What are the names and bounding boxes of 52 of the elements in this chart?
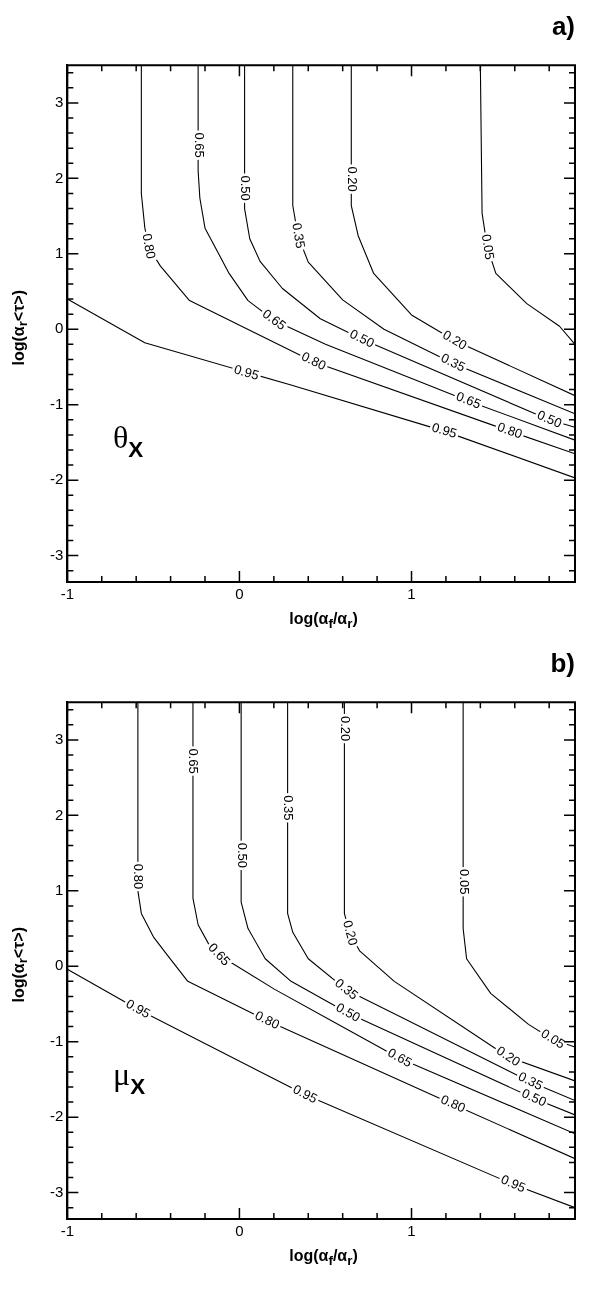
- annotation: 0.80: [139, 232, 159, 260]
- annotation: 0.20: [440, 326, 470, 353]
- annotation: 0.65: [191, 132, 207, 158]
- y-tick-label: -2: [49, 1107, 64, 1125]
- annotation: 0.80: [299, 348, 329, 374]
- annotation: 0.95: [123, 995, 154, 1022]
- y-tick-label: 1: [54, 881, 64, 899]
- annotation: 0.35: [281, 795, 297, 821]
- y-tick-label: 3: [54, 730, 64, 748]
- annotation: 0.50: [333, 999, 363, 1026]
- y-tick-label: 1: [54, 243, 64, 261]
- annotation: 0.50: [238, 175, 254, 201]
- x-tick-label: 1: [407, 1222, 416, 1240]
- annotation: 0.05: [456, 869, 472, 895]
- annotation: 0.95: [498, 1171, 528, 1196]
- annotation: 0.20: [344, 166, 360, 192]
- y-tick-label: -2: [49, 470, 64, 488]
- annotation: 0.95: [290, 1081, 320, 1107]
- annotation: 0.80: [438, 1091, 468, 1116]
- y-tick-label: 0: [54, 956, 64, 974]
- y-tick-label: -3: [49, 545, 64, 563]
- annotation: 0.35: [438, 350, 468, 375]
- annotation: 0.80: [252, 1007, 283, 1033]
- annotation: 0.80: [131, 864, 147, 890]
- x-tick-label: 0: [235, 1222, 244, 1240]
- x-axis-title: log(α$_{f}$/α$_{r}$): [288, 610, 359, 632]
- y-tick-label: 0: [54, 319, 64, 337]
- chart-title: a): [551, 10, 575, 41]
- annotation: 0.65: [259, 305, 290, 334]
- y-tick-label: 2: [54, 805, 64, 823]
- annotation: 0.20: [493, 1042, 524, 1070]
- x-tick-label: 0: [235, 585, 244, 603]
- annotation: 0.95: [232, 361, 261, 383]
- annotation: 0.65: [454, 388, 484, 412]
- y-tick-label: -1: [49, 394, 64, 412]
- annotation: 0.65: [205, 940, 234, 969]
- annotation: 0.35: [332, 975, 362, 1003]
- annotation: 0.80: [495, 418, 525, 442]
- annotation: 0.50: [234, 842, 250, 869]
- annotation: 0.65: [385, 1045, 415, 1071]
- x-tick-label: 1: [407, 585, 416, 603]
- y-tick-label: -1: [49, 1032, 64, 1050]
- annotation: 0.20: [337, 716, 353, 742]
- annotation: 0.50: [534, 407, 565, 431]
- x-axis-title: log(α$_{f}$/α$_{r}$): [288, 1247, 359, 1269]
- y-tick-label: 2: [54, 168, 64, 186]
- annotation: 0.50: [347, 325, 377, 351]
- y-tick-label: -3: [49, 1182, 64, 1200]
- chart-title: b): [550, 647, 575, 678]
- y-tick-label: 3: [54, 93, 64, 111]
- annotation: 0.65: [186, 748, 202, 774]
- annotation: 0.05: [538, 1025, 568, 1052]
